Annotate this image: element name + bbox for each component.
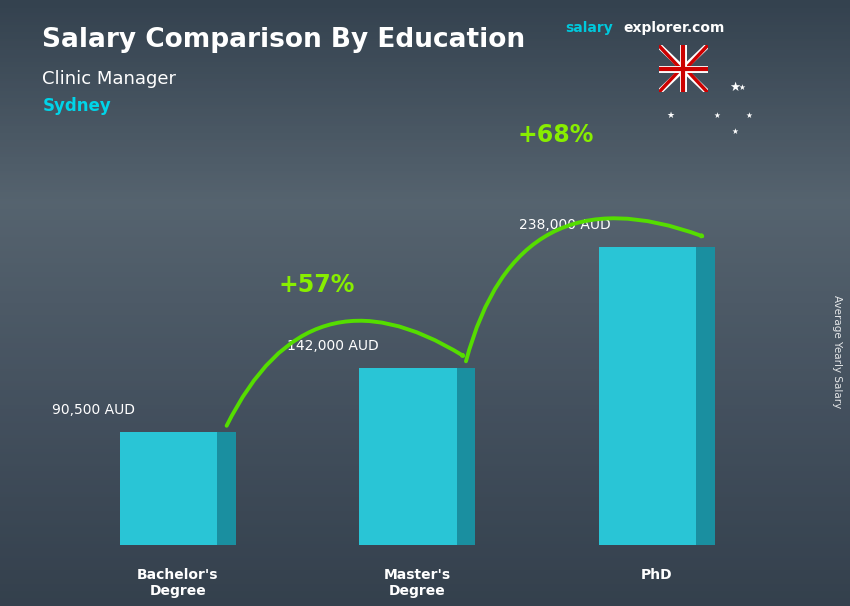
Text: 238,000 AUD: 238,000 AUD — [519, 218, 611, 232]
FancyBboxPatch shape — [120, 432, 218, 545]
Text: 142,000 AUD: 142,000 AUD — [287, 339, 379, 353]
Text: ★: ★ — [739, 83, 745, 92]
Text: ★: ★ — [731, 127, 738, 136]
Text: ★: ★ — [714, 112, 721, 121]
Text: ★: ★ — [667, 112, 675, 121]
Text: Bachelor's
Degree: Bachelor's Degree — [137, 568, 218, 598]
Text: explorer.com: explorer.com — [623, 21, 724, 35]
Polygon shape — [456, 368, 475, 545]
FancyBboxPatch shape — [360, 368, 456, 545]
Text: Sydney: Sydney — [42, 97, 111, 115]
Text: Master's
Degree: Master's Degree — [384, 568, 450, 598]
FancyBboxPatch shape — [598, 247, 696, 545]
Text: 90,500 AUD: 90,500 AUD — [53, 403, 135, 417]
Text: ★: ★ — [729, 81, 740, 94]
Text: Salary Comparison By Education: Salary Comparison By Education — [42, 27, 525, 53]
Text: Clinic Manager: Clinic Manager — [42, 70, 177, 88]
Text: +68%: +68% — [518, 122, 594, 147]
Text: Average Yearly Salary: Average Yearly Salary — [832, 295, 842, 408]
Text: ★: ★ — [745, 112, 752, 121]
Polygon shape — [218, 432, 236, 545]
Text: +57%: +57% — [278, 273, 354, 297]
Text: PhD: PhD — [641, 568, 672, 582]
Polygon shape — [696, 247, 715, 545]
Text: salary: salary — [565, 21, 613, 35]
